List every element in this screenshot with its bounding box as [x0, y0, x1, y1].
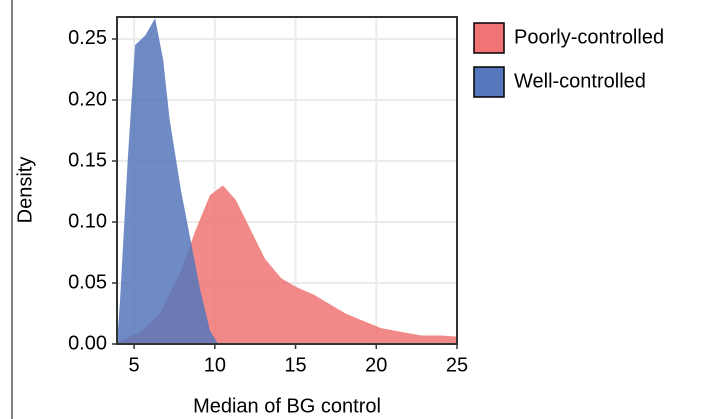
- x-tick-label: 25: [446, 354, 468, 376]
- legend-swatch: [473, 66, 505, 98]
- y-tick-label: 0.15: [68, 149, 107, 171]
- legend-swatch: [473, 22, 505, 54]
- x-tick-label: 5: [129, 354, 140, 376]
- y-axis-label: Density: [14, 157, 36, 224]
- legend-label: Well-controlled: [514, 70, 646, 92]
- plot-frame: [116, 16, 458, 345]
- x-tick-label: 10: [204, 354, 226, 376]
- x-tick-label: 20: [365, 354, 387, 376]
- y-tick-label: 0.25: [68, 27, 107, 49]
- density-area: [117, 18, 219, 344]
- legend-label: Poorly-controlled: [514, 26, 664, 48]
- y-tick-label: 0.20: [68, 88, 107, 110]
- x-axis-label: Median of BG control: [193, 395, 381, 417]
- y-tick-label: 0.00: [68, 332, 107, 354]
- x-tick-label: 15: [284, 354, 306, 376]
- y-tick-label: 0.10: [68, 210, 107, 232]
- y-tick-label: 0.05: [68, 271, 107, 293]
